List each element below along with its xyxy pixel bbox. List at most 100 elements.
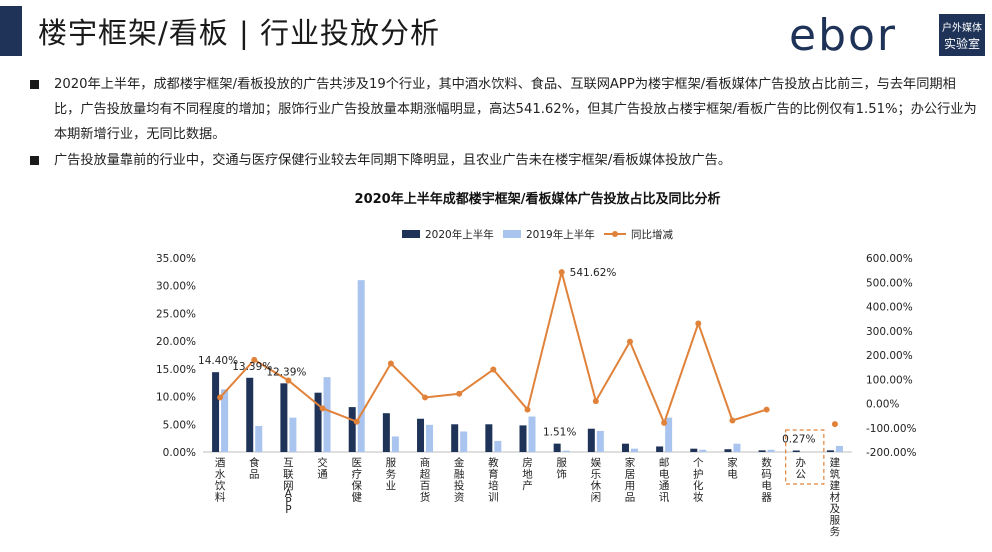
yoy-point — [387, 360, 394, 367]
data-label: 14.40% — [198, 355, 238, 367]
yoy-point — [558, 269, 565, 276]
yoy-point — [592, 398, 599, 405]
logo-badge-line1: 户外媒体 — [942, 21, 982, 34]
y-right-tick-label: -100.00% — [866, 423, 917, 435]
bar-2020 — [451, 424, 459, 452]
y-right-tick-label: -200.00% — [866, 447, 917, 459]
y-left-tick-label: 0.00% — [163, 447, 196, 459]
data-label: 1.51% — [543, 427, 576, 439]
bar-2019 — [357, 280, 365, 452]
x-tick-label: 建筑建材及服务 — [830, 456, 841, 538]
bar-2019 — [289, 417, 297, 452]
yoy-point — [695, 320, 702, 327]
bar-2020 — [212, 372, 220, 452]
data-label: 0.27% — [782, 434, 815, 446]
bar-2020 — [280, 383, 288, 452]
data-label: 12.39% — [266, 366, 306, 378]
chart-container: 2020年上半年成都楼宇框架/看板媒体广告投放占比及同比分析 2020年上半年 20… — [0, 180, 992, 548]
bar-2020 — [621, 443, 629, 452]
bar-2020 — [314, 392, 322, 452]
yoy-point — [763, 406, 770, 413]
bar-2020 — [826, 450, 834, 452]
yoy-point — [285, 377, 292, 384]
x-tick-label: 娱乐休闲 — [591, 456, 602, 504]
bar-2019 — [528, 416, 536, 452]
bar-2020 — [553, 443, 561, 452]
bar-2019 — [596, 430, 604, 452]
yoy-point — [353, 418, 360, 425]
x-tick-label: 家居用品 — [625, 456, 636, 504]
bullet-text: 2020年上半年，成都楼宇框架/看板投放的广告共涉及19个行业，其中酒水饮料、食… — [54, 77, 977, 142]
logo-badge-line2: 实验室 — [944, 36, 980, 51]
legend-label-2019: 2019年上半年 — [526, 228, 595, 241]
yoy-point — [490, 366, 497, 373]
y-right-tick-label: 100.00% — [866, 374, 913, 386]
bar-2020 — [792, 450, 800, 452]
bar-2020 — [519, 425, 527, 452]
header-accent-bar — [0, 6, 22, 56]
x-tick-label: 服务业 — [386, 457, 397, 492]
bar-2019 — [835, 445, 843, 452]
legend-swatch-2020 — [402, 230, 420, 238]
highlight-box-new-category — [785, 429, 825, 485]
x-tick-label: 数码电器 — [761, 456, 772, 504]
bar-2020 — [417, 418, 425, 452]
yoy-point — [319, 405, 326, 412]
y-right-tick-label: 0.00% — [866, 399, 899, 411]
bar-2020 — [656, 446, 664, 452]
y-left-tick-label: 10.00% — [156, 392, 196, 404]
y-right-tick-label: 300.00% — [866, 326, 913, 338]
bar-2020 — [382, 413, 390, 452]
y-left-tick-label: 35.00% — [156, 253, 196, 265]
bar-2020 — [485, 424, 493, 452]
bar-2020 — [724, 449, 732, 452]
y-left-tick-label: 20.00% — [156, 336, 196, 348]
bar-2019 — [665, 417, 673, 452]
x-tick-label: 家电 — [727, 456, 738, 481]
x-tick-label: 商超百货 — [420, 456, 431, 504]
yoy-point — [831, 421, 838, 428]
bar-2019 — [699, 449, 707, 452]
yoy-point — [524, 406, 531, 413]
bar-2019 — [391, 436, 399, 452]
x-tick-label: 交通 — [317, 456, 328, 481]
x-tick-label: 医疗保健 — [351, 457, 362, 504]
legend-swatch-2019 — [503, 230, 521, 238]
x-tick-label: 邮电通讯 — [659, 456, 670, 504]
bar-2019 — [255, 425, 263, 452]
legend-label-yoy: 同比增减 — [631, 228, 673, 241]
y-left-tick-label: 25.00% — [156, 308, 196, 320]
bar-2020 — [246, 377, 254, 452]
summary-bullets: 2020年上半年，成都楼宇框架/看板投放的广告共涉及19个行业，其中酒水饮料、食… — [28, 72, 978, 173]
x-tick-label: 教育培训 — [488, 456, 499, 504]
x-tick-label: 金融投资 — [454, 456, 465, 504]
yoy-point — [422, 394, 429, 401]
x-tick-label: 酒水饮料 — [215, 456, 226, 504]
yoy-point — [626, 338, 633, 345]
bar-2020 — [690, 448, 698, 452]
y-right-tick-label: 600.00% — [866, 253, 913, 265]
bullet-marker-icon — [30, 156, 39, 165]
legend-label-2020: 2020年上半年 — [425, 228, 494, 241]
y-right-tick-label: 500.00% — [866, 277, 913, 289]
bar-2019 — [562, 450, 570, 452]
ebor-logo: ebor 户外媒体 实验室 — [789, 10, 985, 58]
legend-marker-yoy — [612, 231, 618, 237]
y-left-tick-label: 30.00% — [156, 281, 196, 293]
data-label: 541.62% — [570, 267, 617, 279]
yoy-point — [217, 394, 224, 401]
y-right-tick-label: 200.00% — [866, 350, 913, 362]
x-tick-label: 食品 — [249, 456, 260, 481]
bar-2019 — [733, 443, 741, 452]
bar-2019 — [630, 448, 638, 452]
x-tick-label: 个护化妆 — [693, 457, 704, 504]
bar-2019 — [221, 389, 229, 452]
chart-title: 2020年上半年成都楼宇框架/看板媒体广告投放占比及同比分析 — [355, 191, 721, 207]
bar-2020 — [758, 450, 766, 452]
x-tick-label: 互联网 A P P — [283, 457, 294, 516]
yoy-point — [456, 390, 463, 397]
x-tick-label: 服饰 — [556, 457, 567, 481]
yoy-point — [251, 356, 258, 363]
yoy-point — [729, 417, 736, 424]
bar-2019 — [460, 431, 468, 452]
